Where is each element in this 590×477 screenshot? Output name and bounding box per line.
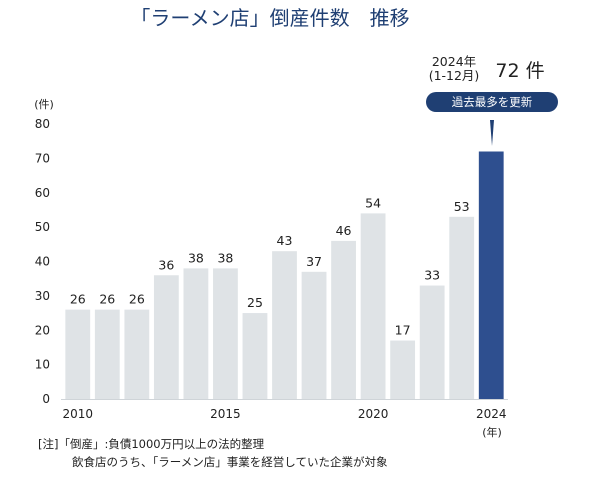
data-label: 53 xyxy=(454,199,470,214)
bar xyxy=(331,240,356,399)
x-tick-label: 2010 xyxy=(62,407,93,421)
y-tick-label: 80 xyxy=(35,117,50,131)
y-tick-label: 60 xyxy=(35,186,50,200)
x-tick-label: 2015 xyxy=(210,407,241,421)
data-label: 46 xyxy=(336,223,352,238)
data-label: 26 xyxy=(99,292,115,307)
data-label: 38 xyxy=(217,250,233,265)
y-tick-label: 50 xyxy=(35,220,50,234)
bar xyxy=(153,275,179,399)
data-label: 54 xyxy=(365,195,381,210)
y-tick-label: 40 xyxy=(35,255,50,269)
bar xyxy=(301,271,327,399)
bar xyxy=(272,251,297,399)
bar xyxy=(124,309,150,399)
data-label: 43 xyxy=(277,233,293,248)
bar xyxy=(419,285,445,399)
bar xyxy=(390,340,416,399)
y-tick-label: 70 xyxy=(35,151,50,165)
data-labels: 26 26 26 36 38 38 25 43 37 46 54 17 33 53 xyxy=(70,195,470,337)
x-tick-label: 2024 xyxy=(476,407,507,421)
highlight-period-line2: (1-12月) xyxy=(429,68,480,83)
highlight-pointer xyxy=(490,120,494,146)
y-tick-label: 30 xyxy=(35,289,50,303)
bar xyxy=(449,216,475,399)
data-label: 26 xyxy=(129,292,145,307)
note-line-2: 飲食店のうち、「ラーメン店」事業を経営していた企業が対象 xyxy=(72,455,387,469)
data-label: 37 xyxy=(306,254,322,269)
bars xyxy=(61,151,508,400)
data-label: 36 xyxy=(158,257,174,272)
bar xyxy=(94,309,120,399)
data-label: 25 xyxy=(247,295,263,310)
chart-title: 「ラーメン店」倒産件数 推移 xyxy=(130,6,409,30)
data-label: 33 xyxy=(424,268,440,283)
data-label: 26 xyxy=(70,292,86,307)
data-label: 38 xyxy=(188,250,204,265)
highlight-badge-text: 過去最多を更新 xyxy=(452,95,533,109)
highlight-period-line1: 2024年 xyxy=(432,54,476,69)
note-line-1: [注]「倒産」:負債1000万円以上の法的整理 xyxy=(38,437,265,451)
bar xyxy=(213,268,238,399)
y-tick-label: 20 xyxy=(35,323,50,337)
bar xyxy=(242,313,268,399)
x-tick-label: 2020 xyxy=(358,407,389,421)
highlight-badge xyxy=(426,92,558,112)
x-axis-ticks: 2010 2015 2020 2024 xyxy=(62,407,506,421)
bar-highlight xyxy=(478,151,504,399)
bar xyxy=(183,268,209,399)
bar xyxy=(360,213,386,399)
y-axis-unit: (件) xyxy=(34,98,54,111)
y-axis-ticks: 0 10 20 30 40 50 60 70 80 xyxy=(35,117,50,406)
y-tick-label: 0 xyxy=(42,392,50,406)
data-label: 17 xyxy=(395,323,411,338)
x-axis-unit: (年) xyxy=(482,425,502,439)
highlight-value: 72 件 xyxy=(495,60,544,82)
bar xyxy=(65,309,91,399)
y-tick-label: 10 xyxy=(35,358,50,372)
